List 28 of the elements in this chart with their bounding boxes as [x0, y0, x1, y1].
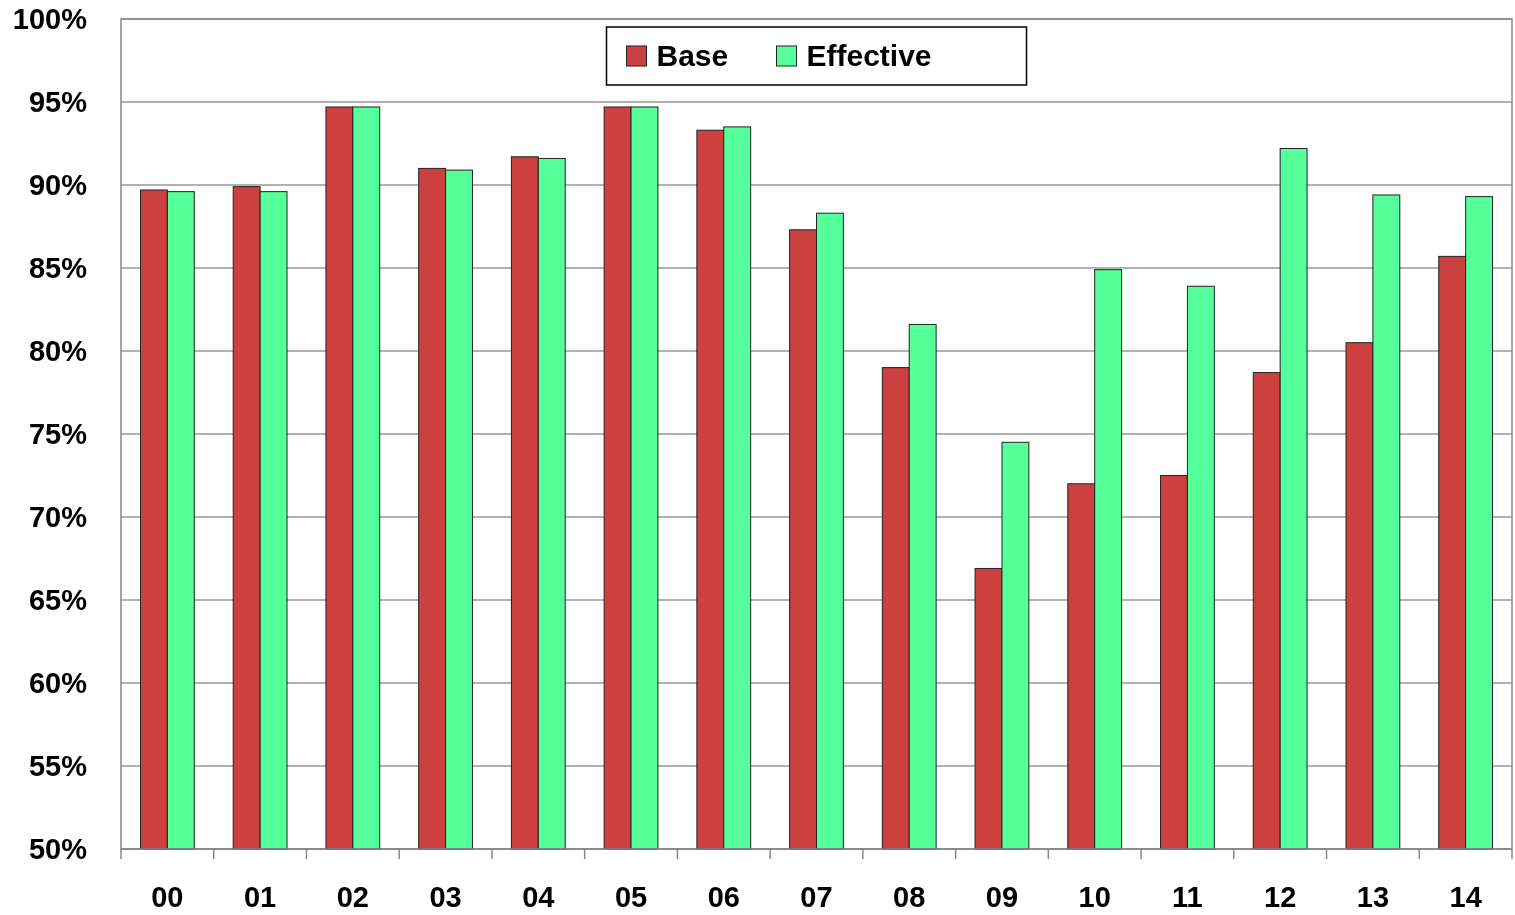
x-tick-label: 04	[522, 881, 555, 913]
x-tick-label: 02	[336, 881, 369, 913]
x-tick-label: 05	[614, 881, 648, 913]
x-tick-label: 09	[985, 881, 1019, 913]
y-tick-label: 95%	[28, 86, 88, 119]
x-tick-label: 13	[1356, 881, 1390, 913]
x-tick-label: 01	[243, 881, 277, 913]
x-tick-label: 10	[1078, 881, 1111, 913]
x-tick-label: 07	[800, 881, 833, 913]
y-tick-label: 60%	[28, 667, 88, 700]
x-tick-label: 14	[1449, 881, 1482, 913]
y-tick-label: 50%	[28, 833, 88, 866]
x-tick-label: 11	[1172, 881, 1203, 913]
y-tick-label: 90%	[28, 169, 88, 202]
legend-label: Base	[656, 39, 729, 72]
x-tick-label: 00	[151, 881, 184, 913]
legend-label: Effective	[806, 39, 932, 72]
x-tick-label: 06	[707, 881, 740, 913]
y-tick-label: 100%	[12, 3, 88, 36]
y-tick-label: 55%	[28, 750, 88, 783]
y-tick-label: 85%	[28, 252, 88, 285]
x-tick-label: 12	[1264, 881, 1297, 913]
y-tick-label: 80%	[28, 335, 88, 368]
y-tick-label: 70%	[28, 501, 88, 534]
x-tick-label: 03	[429, 881, 462, 913]
x-tick-label: 08	[893, 881, 926, 913]
y-tick-label: 65%	[28, 584, 88, 617]
y-tick-label: 75%	[28, 418, 88, 451]
